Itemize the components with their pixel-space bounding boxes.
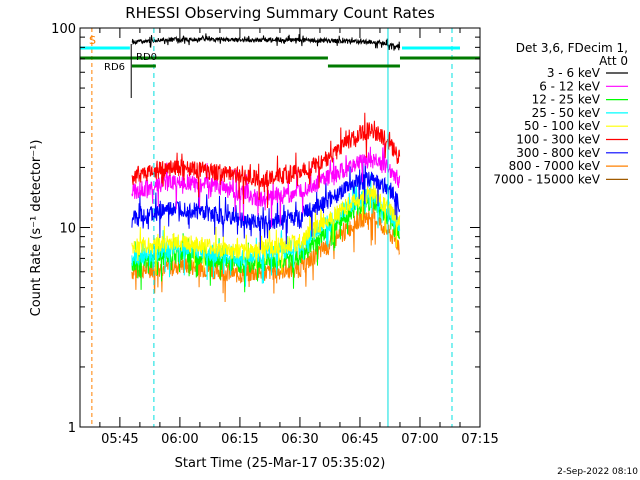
x-tick-label: 06:45	[341, 432, 378, 447]
y-axis-label: Count Rate (s⁻¹ detector⁻¹)	[29, 140, 44, 317]
axes-layer: 05:45 06:00 06:15 06:30 06:45 07:00 07:15 1 10 10…	[51, 22, 499, 447]
legend-entry-label: 6 - 12 keV	[539, 79, 601, 93]
x-tick-label: 05:45	[101, 432, 138, 447]
legend-entry-label: 25 - 50 keV	[532, 106, 601, 120]
generation-timestamp: 2-Sep-2022 08:10	[557, 467, 638, 477]
legend-entry-label: 300 - 800 keV	[516, 146, 600, 160]
legend-entry-label: 100 - 300 keV	[516, 133, 600, 147]
series-line	[131, 112, 401, 209]
legend-header-line-2: Att 0	[599, 54, 628, 68]
s-marker-label: S	[89, 34, 96, 47]
y-tick-label: 10	[59, 222, 76, 237]
y-tick-label: 1	[68, 421, 76, 436]
x-axis-label: Start Time (25-Mar-17 05:35:02)	[175, 456, 386, 471]
series-line	[131, 196, 401, 303]
x-tick-label: 07:15	[461, 432, 498, 447]
series-line	[131, 33, 401, 51]
legend-header-line-1: Det 3,6, FDecim 1,	[516, 41, 628, 55]
y-tick-label: 100	[51, 22, 76, 37]
series-line	[131, 182, 401, 275]
rd0-label: RD0	[136, 52, 157, 63]
chart-title: RHESSI Observing Summary Count Rates	[125, 4, 435, 22]
rd6-label: RD6	[104, 62, 125, 73]
legend-entry-label: 12 - 25 keV	[532, 93, 601, 107]
legend-entry-label: 50 - 100 keV	[524, 119, 601, 133]
data-layer	[131, 33, 401, 303]
legend-entry-label: 7000 - 15000 keV	[493, 172, 600, 186]
x-tick-label: 06:30	[281, 432, 318, 447]
overlay-layer	[79, 28, 480, 427]
x-tick-label: 06:00	[161, 432, 198, 447]
x-tick-label: 07:00	[401, 432, 438, 447]
x-tick-label: 06:15	[221, 432, 258, 447]
series-line	[131, 143, 401, 228]
legend-entry-label: 800 - 7000 keV	[509, 159, 601, 173]
legend-entry-label: 3 - 6 keV	[547, 66, 601, 80]
